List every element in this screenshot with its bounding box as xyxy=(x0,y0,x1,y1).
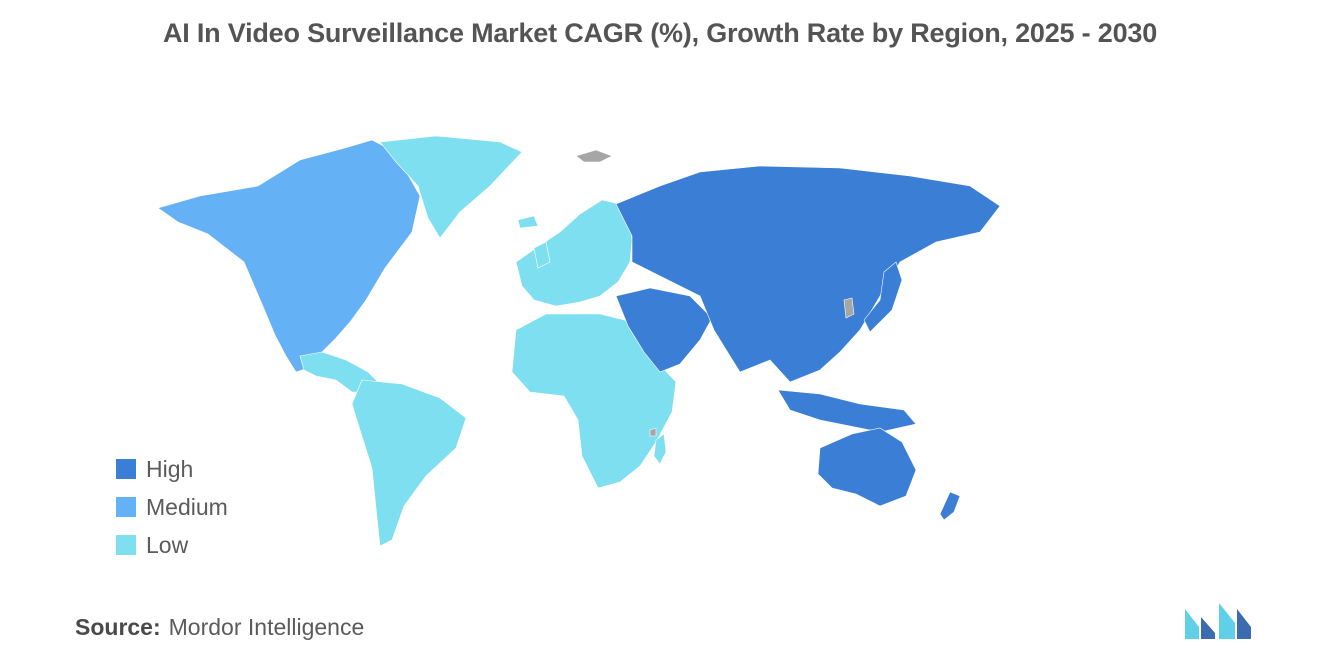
legend-swatch-low xyxy=(116,535,136,555)
region-europe-islands xyxy=(517,215,551,269)
legend-swatch-medium xyxy=(116,497,136,517)
region-japan xyxy=(863,261,903,333)
legend-item-low: Low xyxy=(116,526,228,564)
source-value: Mordor Intelligence xyxy=(168,614,365,640)
region-no-data-madagascar xyxy=(649,427,657,437)
region-europe xyxy=(515,199,633,307)
legend-label-medium: Medium xyxy=(146,493,228,520)
logo-shape-right xyxy=(1219,603,1235,639)
region-southeast-asia xyxy=(777,389,917,433)
region-south-america xyxy=(351,379,467,547)
logo-shape-left xyxy=(1185,609,1199,639)
source-label: Source: xyxy=(75,614,161,640)
legend-label-high: High xyxy=(146,455,194,482)
legend-item-medium: Medium xyxy=(116,488,228,526)
region-asia xyxy=(615,165,1001,383)
region-no-data-svalbard xyxy=(575,149,613,163)
legend-label-low: Low xyxy=(146,531,189,558)
region-greenland xyxy=(379,135,523,239)
logo-shape-far xyxy=(1237,609,1251,639)
logo-shape-mid xyxy=(1201,617,1215,639)
region-new-zealand xyxy=(939,491,961,521)
region-australia xyxy=(817,427,917,507)
region-north-america xyxy=(157,139,421,373)
source-line: Source: Mordor Intelligence xyxy=(75,614,364,641)
region-no-data-korea xyxy=(843,297,855,319)
legend: High Medium Low xyxy=(116,450,228,564)
legend-swatch-high xyxy=(116,459,136,479)
region-middle-east xyxy=(615,287,713,373)
legend-item-high: High xyxy=(116,450,228,488)
region-madagascar xyxy=(653,433,667,465)
chart-title: AI In Video Surveillance Market CAGR (%)… xyxy=(162,18,1158,48)
region-africa xyxy=(511,313,677,489)
mordor-intelligence-logo-icon xyxy=(1185,603,1251,639)
